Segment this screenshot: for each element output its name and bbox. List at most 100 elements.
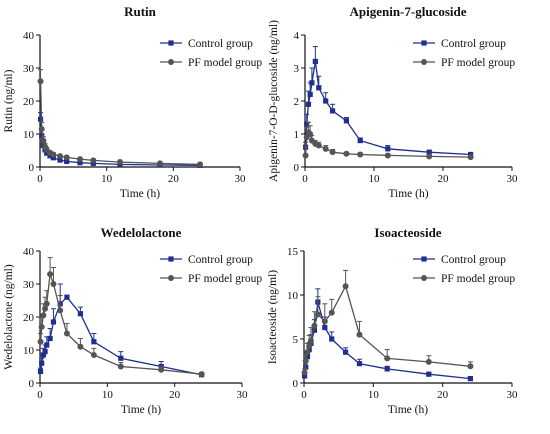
data-point xyxy=(39,360,45,366)
series-pf-model-group xyxy=(302,121,474,161)
y-tick-label: 10 xyxy=(23,345,35,357)
series-line xyxy=(304,61,471,156)
data-point xyxy=(197,161,203,168)
data-point xyxy=(77,311,83,317)
legend-label: PF model group xyxy=(441,273,515,285)
chart-panel-2: Apigenin-7-glucoside 0 1 2 3 4 0 10 20 30 Time (h)… xyxy=(268,4,518,200)
data-point xyxy=(301,369,308,376)
data-point xyxy=(323,98,329,104)
data-point xyxy=(384,355,391,362)
x-tick-label: 10 xyxy=(101,173,113,185)
legend-label: PF model group xyxy=(441,57,515,69)
y-tick-label: 30 xyxy=(23,63,35,75)
data-point xyxy=(57,153,63,160)
data-point xyxy=(307,91,313,97)
y-tick-label: 10 xyxy=(23,129,35,141)
data-point xyxy=(321,318,328,325)
legend: Control group PF model group xyxy=(160,38,262,69)
x-axis-label: Time (h) xyxy=(388,188,428,200)
legend: Control group PF model group xyxy=(413,254,515,285)
data-point xyxy=(322,324,328,331)
series-pf-model-group xyxy=(37,69,203,168)
y-tick-label: 0 xyxy=(294,162,300,174)
legend: Control group PF model group xyxy=(413,38,515,69)
data-point xyxy=(44,342,50,348)
data-point xyxy=(305,101,312,107)
x-tick-label: 30 xyxy=(507,173,519,185)
data-point xyxy=(426,371,432,377)
x-tick-label: 0 xyxy=(37,173,43,185)
data-point xyxy=(343,349,349,355)
data-point xyxy=(37,368,44,375)
data-point xyxy=(37,116,44,122)
legend-marker xyxy=(421,256,427,262)
data-point xyxy=(63,154,70,161)
data-point xyxy=(307,131,314,137)
x-axis-label: Time (h) xyxy=(121,404,161,416)
data-point xyxy=(90,351,97,358)
y-axis-label: Isoacteoside (ng/ml) xyxy=(267,270,279,364)
data-point xyxy=(57,307,64,314)
data-point xyxy=(314,311,321,318)
series-pf-model-group xyxy=(37,257,205,378)
data-point xyxy=(315,142,322,149)
data-point xyxy=(384,366,390,372)
y-axis-label: Rutin (ng/ml) xyxy=(3,69,15,132)
data-point xyxy=(342,283,349,290)
data-point xyxy=(307,337,314,344)
data-point xyxy=(356,361,363,367)
data-point xyxy=(328,309,335,316)
y-tick-label: 4 xyxy=(294,30,300,42)
x-axis-label: Time (h) xyxy=(120,188,160,200)
data-point xyxy=(40,352,46,358)
data-point xyxy=(329,149,336,156)
data-point xyxy=(43,300,50,307)
data-point xyxy=(91,339,97,345)
y-tick-label: 5 xyxy=(293,334,299,346)
legend-label: PF model group xyxy=(188,273,262,285)
data-point xyxy=(311,322,318,329)
data-point xyxy=(57,157,63,163)
data-point xyxy=(50,151,57,158)
data-point xyxy=(42,349,48,355)
series-pf-model-group xyxy=(301,269,474,376)
y-tick-label: 0 xyxy=(29,162,35,174)
legend-label: PF model group xyxy=(188,57,262,69)
legend-marker xyxy=(168,256,174,262)
legend-label: Control group xyxy=(441,254,506,266)
y-tick-label: 20 xyxy=(23,96,35,108)
x-tick-label: 0 xyxy=(302,173,308,185)
y-axis-label: Wedelolactone (ng/ml) xyxy=(3,264,15,370)
data-point xyxy=(301,373,308,379)
data-point xyxy=(385,146,391,152)
series-control-group xyxy=(302,46,474,158)
chart-panel-3: Wedelolactone 0 10 20 30 40 0 10 20 30 Time (h) Wed… xyxy=(3,225,262,416)
data-point xyxy=(44,150,50,156)
legend-marker xyxy=(421,40,427,46)
data-point xyxy=(306,346,312,353)
data-point xyxy=(425,358,432,365)
data-point xyxy=(426,149,432,155)
data-point xyxy=(38,126,45,133)
y-tick-label: 20 xyxy=(23,312,35,324)
data-point xyxy=(40,312,47,319)
chart-panel-1: Rutin 0 10 20 30 40 0 10 20 30 Time (h) Rutin (ng/m… xyxy=(3,4,262,200)
x-tick-label: 0 xyxy=(37,389,43,401)
data-point xyxy=(37,78,44,85)
x-tick-label: 0 xyxy=(301,389,307,401)
data-point xyxy=(77,160,83,166)
data-point xyxy=(50,155,56,161)
data-point xyxy=(38,323,45,330)
chart-title: Wedelolactone xyxy=(101,225,182,240)
legend-marker xyxy=(168,275,174,281)
data-point xyxy=(304,121,310,127)
data-point xyxy=(356,331,363,338)
x-tick-label: 10 xyxy=(369,173,381,185)
data-point xyxy=(40,137,47,144)
series-control-group xyxy=(301,288,473,382)
data-point xyxy=(302,152,309,159)
legend-marker xyxy=(421,275,427,281)
y-tick-label: 1 xyxy=(294,129,300,141)
data-point xyxy=(426,153,433,160)
